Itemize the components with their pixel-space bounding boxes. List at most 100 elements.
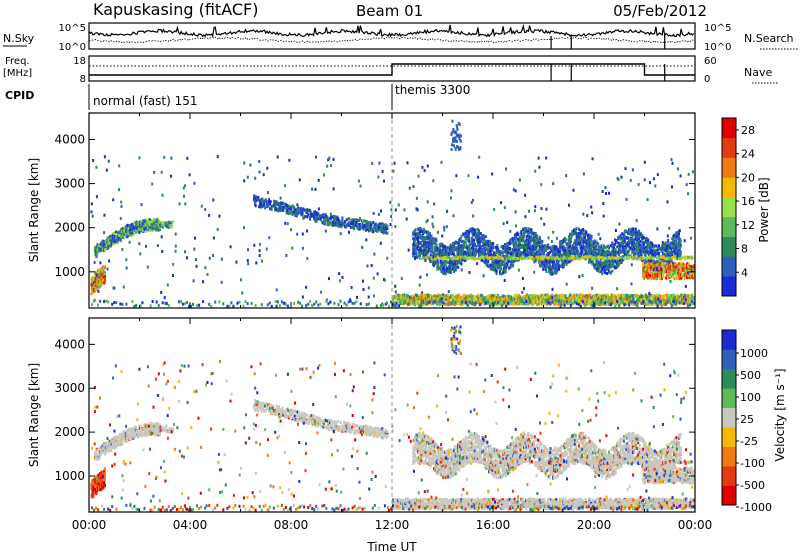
- scatter-point: [447, 261, 450, 265]
- scatter-point: [413, 254, 415, 258]
- scatter-point: [597, 269, 600, 273]
- scatter-point: [632, 233, 635, 237]
- scatter-point: [258, 205, 261, 209]
- scatter-point: [498, 260, 500, 263]
- scatter-point: [358, 224, 361, 228]
- scatter-point: [602, 247, 605, 251]
- scatter-point: [577, 254, 580, 258]
- scatter-point: [548, 263, 551, 267]
- scatter-point: [503, 266, 505, 270]
- scatter-point: [639, 240, 642, 243]
- scatter-point: [554, 253, 557, 257]
- scatter-point: [460, 258, 463, 262]
- scatter-point: [638, 232, 640, 236]
- scatter-point: [534, 232, 537, 235]
- scatter-point: [485, 252, 488, 256]
- scatter-point: [554, 266, 557, 270]
- scatter-point: [288, 204, 291, 208]
- scatter-point: [360, 219, 363, 223]
- scatter-point: [555, 261, 558, 265]
- scatter-point: [636, 249, 639, 253]
- scatter-point: [448, 245, 451, 249]
- scatter-point: [168, 222, 171, 226]
- scatter-point: [477, 237, 480, 241]
- scatter-point: [602, 249, 605, 253]
- station-title: Kapuskasing (fitACF): [93, 0, 258, 19]
- scatter-point: [358, 223, 361, 226]
- scatter-point: [527, 229, 530, 233]
- scatter-point: [558, 265, 560, 269]
- scatter-point: [547, 243, 550, 247]
- scatter-point: [491, 261, 494, 264]
- scatter-point: [289, 207, 292, 210]
- scatter-point: [546, 245, 549, 248]
- scatter-point: [104, 278, 106, 282]
- scatter-point: [349, 225, 352, 229]
- scatter-point: [624, 250, 627, 254]
- scatter-point: [622, 242, 625, 246]
- scatter-point: [578, 227, 580, 231]
- scatter-point: [97, 282, 100, 285]
- scatter-point: [650, 259, 653, 263]
- scatter-point: [431, 249, 434, 253]
- scatter-point: [609, 244, 612, 248]
- scatter-point: [514, 239, 517, 243]
- scatter-point: [420, 242, 423, 246]
- noise-left-bottom-tick: 10^0: [59, 42, 86, 53]
- scatter-point: [463, 245, 466, 249]
- scatter-point: [593, 239, 596, 243]
- scatter-point: [568, 242, 571, 246]
- scatter-point: [565, 256, 568, 260]
- scatter-point: [141, 222, 144, 226]
- scatter-point: [624, 241, 627, 245]
- scatter-point: [344, 225, 347, 229]
- scatter-point: [383, 229, 386, 233]
- scatter-point: [576, 242, 579, 246]
- scatter-point: [561, 259, 564, 263]
- scatter-point: [484, 243, 487, 247]
- scatter-point: [457, 265, 460, 269]
- scatter-point: [478, 235, 480, 239]
- scatter-point: [613, 246, 615, 250]
- scatter-point: [641, 233, 644, 237]
- scatter-point: [297, 211, 300, 215]
- scatter-point: [421, 234, 424, 238]
- scatter-point: [600, 247, 603, 251]
- scatter-point: [653, 249, 656, 253]
- scatter-point: [634, 237, 637, 241]
- scatter-point: [122, 236, 125, 240]
- scatter-point: [468, 248, 471, 252]
- scatter-point: [259, 199, 261, 203]
- scatter-point: [505, 265, 508, 269]
- scatter-point: [454, 267, 457, 271]
- scatter-point: [522, 239, 525, 243]
- scatter-point: [589, 238, 592, 242]
- scatter-point: [618, 242, 621, 245]
- scatter-point: [421, 244, 424, 248]
- scatter-point: [501, 260, 504, 264]
- scatter-point: [457, 256, 460, 260]
- scatter-point: [611, 264, 614, 268]
- scatter-point: [94, 249, 96, 253]
- scatter-point: [359, 225, 362, 229]
- scatter-point: [540, 241, 543, 245]
- scatter-point: [319, 218, 322, 222]
- scatter-point: [498, 266, 500, 270]
- scatter-point: [102, 265, 105, 269]
- scatter-point: [269, 202, 271, 206]
- scatter-point: [502, 250, 505, 254]
- scatter-point: [599, 264, 602, 268]
- scatter-point: [374, 227, 377, 231]
- scatter-point: [453, 261, 456, 265]
- scatter-point: [507, 251, 510, 255]
- freq-unit-label: [MHz]: [3, 68, 32, 79]
- scatter-point: [618, 247, 620, 251]
- scatter-point: [647, 240, 650, 244]
- scatter-point: [630, 230, 633, 234]
- scatter-point: [431, 246, 434, 250]
- scatter-point: [301, 211, 304, 215]
- scatter-point: [291, 204, 294, 208]
- scatter-point: [563, 236, 566, 240]
- scatter-point: [656, 255, 659, 259]
- scatter-point: [473, 252, 475, 256]
